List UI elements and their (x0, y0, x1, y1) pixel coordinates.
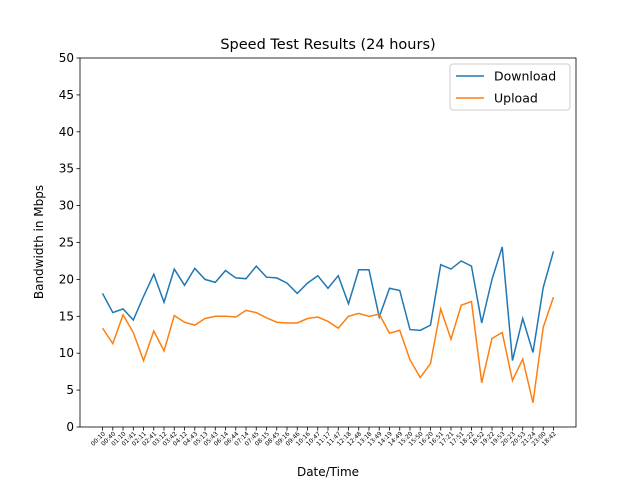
chart-title: Speed Test Results (24 hours) (220, 37, 435, 53)
y-tick-label: 10 (59, 346, 74, 360)
y-tick-label: 15 (59, 309, 74, 323)
y-tick-label: 5 (66, 383, 74, 397)
x-axis-label: Date/Time (297, 465, 359, 479)
plot-area (79, 57, 577, 428)
y-axis-label: Bandwidth in Mbps (32, 185, 46, 299)
y-tick-label: 20 (59, 272, 74, 286)
y-tick-label: 45 (59, 88, 74, 102)
data-line (101, 296, 555, 403)
y-tick-label: 30 (59, 199, 74, 213)
legend-label: Upload (494, 91, 538, 106)
y-tick-label: 0 (66, 420, 74, 434)
legend-label: Download (494, 69, 556, 84)
y-tick-label: 40 (59, 125, 74, 139)
data-line (101, 246, 555, 361)
y-tick-label: 35 (59, 162, 74, 176)
y-tick-label: 25 (59, 236, 74, 250)
y-tick-label: 50 (59, 51, 74, 65)
